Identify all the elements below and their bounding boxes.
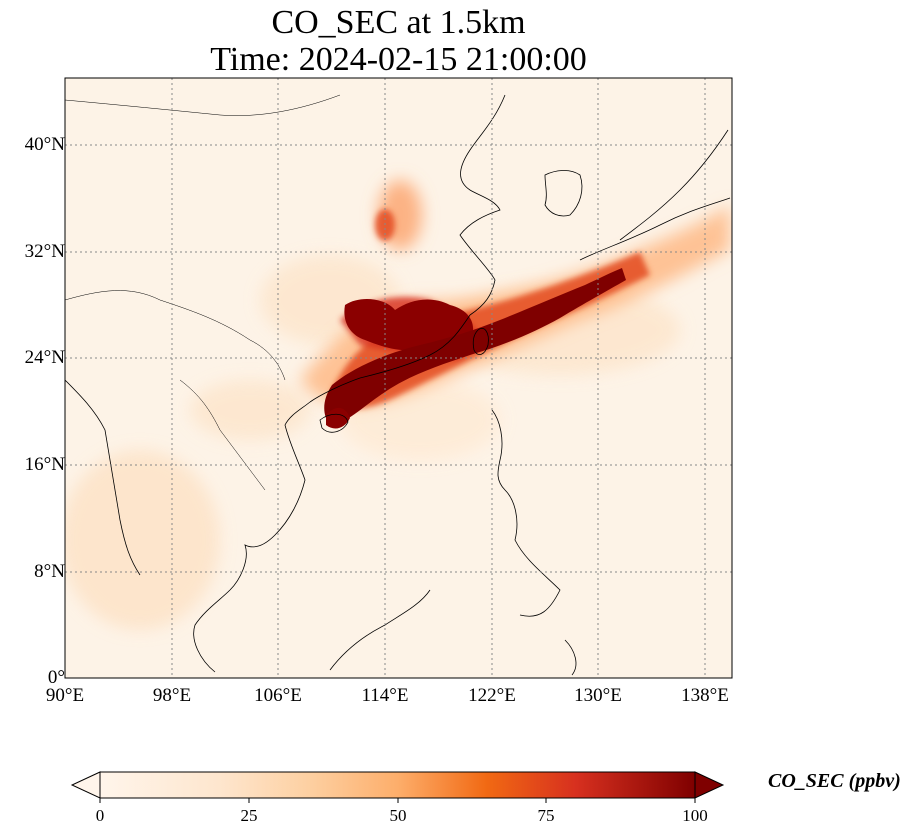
colorbar-tick-label: 0	[95, 806, 105, 825]
lat-tick-label: 0°	[47, 667, 65, 688]
lat-tick-label: 8°N	[34, 561, 65, 582]
colorbar-title: CO_SEC (ppbv)	[768, 770, 901, 792]
lon-tick-label: 122°E	[468, 685, 516, 706]
colorbar	[70, 771, 725, 803]
map-frame	[64, 77, 733, 679]
lat-tick-label: 40°N	[24, 134, 65, 155]
lat-tick-label: 24°N	[24, 347, 65, 368]
concentration-field	[65, 78, 732, 678]
lat-tick-label: 16°N	[24, 454, 65, 475]
map-title-line2: Time: 2024-02-15 21:00:00	[210, 41, 587, 78]
coastlines	[65, 94, 731, 676]
lon-tick-label: 130°E	[574, 685, 622, 706]
colorbar-tick-label: 75	[537, 806, 555, 825]
lon-tick-label: 114°E	[361, 685, 409, 706]
map-title-line1: CO_SEC at 1.5km	[271, 4, 526, 41]
lon-tick-label: 106°E	[254, 685, 302, 706]
colorbar-tick-label: 50	[389, 806, 407, 825]
gridlines	[65, 78, 732, 678]
colorbar-tick-label: 100	[682, 806, 708, 825]
lon-tick-label: 98°E	[152, 685, 192, 706]
lon-tick-label: 90°E	[45, 685, 85, 706]
colorbar-tick-label: 25	[240, 806, 258, 825]
lat-tick-label: 32°N	[24, 241, 65, 262]
plume-core	[324, 268, 626, 429]
lon-tick-label: 138°E	[681, 685, 729, 706]
